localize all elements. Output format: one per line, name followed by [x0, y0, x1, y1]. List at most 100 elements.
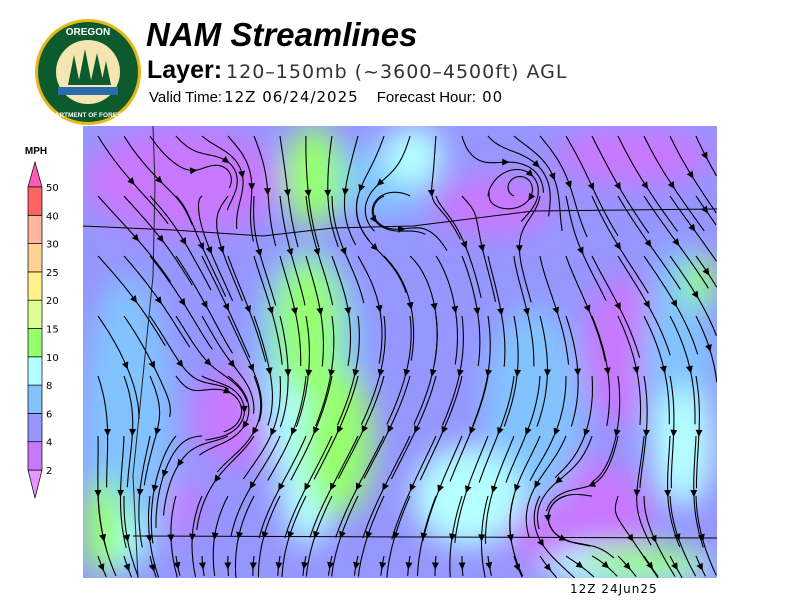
- speed-region: [483, 306, 583, 506]
- streamline-arrow: [224, 562, 232, 570]
- layer-value: 120–150mb (~3600–4500ft) AGL: [226, 61, 568, 83]
- speed-region: [683, 256, 717, 306]
- streamline-arrow: [305, 369, 313, 378]
- streamline-arrow: [544, 369, 551, 377]
- streamline-arrow: [275, 562, 283, 570]
- streamline-arrow: [330, 482, 337, 491]
- streamline-arrow: [623, 562, 631, 570]
- streamline-arrow: [671, 562, 678, 571]
- streamline-arrow: [94, 489, 102, 498]
- streamline-arrow: [205, 246, 213, 255]
- streamline-arrow: [352, 368, 360, 377]
- streamline-arrow: [614, 182, 621, 191]
- state-border: [83, 208, 717, 237]
- streamline-arrow: [151, 484, 159, 493]
- streamline-arrow: [670, 429, 678, 438]
- legend-under-arrow: [27, 469, 43, 499]
- streamline-arrow: [691, 290, 699, 299]
- streamline-arrow: [197, 242, 204, 251]
- streamline-arrow: [123, 534, 130, 543]
- streamline-arrow: [485, 369, 492, 377]
- streamline-arrow: [99, 533, 107, 542]
- streamline-arrow: [304, 482, 311, 491]
- color-legend: MPH 2 4 6 8 10 15 20 25 30 40 50: [25, 146, 59, 499]
- streamline-arrow: [283, 189, 291, 197]
- streamline-arrow: [313, 247, 321, 256]
- streamline-arrow: [148, 563, 156, 572]
- streamline-arrow: [248, 183, 256, 191]
- forecast-hour-label: Forecast Hour:: [376, 89, 476, 106]
- layer-line: Layer: 120–150mb (~3600–4500ft) AGL: [147, 56, 567, 85]
- streamline-arrow: [261, 531, 269, 539]
- streamline-arrow: [304, 189, 312, 198]
- streamline-arrow: [369, 214, 377, 223]
- streamline-arrow: [339, 530, 346, 539]
- logo-text-top: OREGON: [66, 27, 110, 38]
- streamline-arrow: [460, 240, 468, 249]
- streamline-arrow: [565, 180, 572, 189]
- odf-logo: OREGON DEPARTMENT OF FORESTRY: [35, 19, 141, 125]
- streamline-arrow: [179, 237, 187, 246]
- speed-region: [383, 126, 443, 186]
- streamline-arrow: [121, 361, 129, 370]
- streamline-arrow: [601, 561, 610, 569]
- streamline-arrow: [167, 534, 175, 542]
- streamline-arrow: [686, 170, 694, 179]
- streamline-arrow: [286, 248, 294, 257]
- speed-region: [413, 446, 523, 546]
- streamline-arrow: [641, 181, 649, 190]
- streamline-arrow: [145, 534, 153, 543]
- streamline-arrow: [156, 234, 164, 243]
- streamline-arrow: [249, 481, 257, 490]
- streamline-arrow: [370, 242, 378, 251]
- streamline-arrow: [478, 534, 486, 542]
- streamline-arrow: [431, 562, 439, 570]
- streamline-arrow: [328, 369, 336, 377]
- streamline-arrow: [626, 533, 634, 542]
- streamline-arrow: [449, 533, 457, 542]
- streamline-arrow: [613, 429, 621, 437]
- legend-tick-label: 30: [46, 240, 59, 251]
- streamline-arrow: [375, 304, 383, 313]
- streamline-arrow: [456, 369, 464, 377]
- streamline-arrow: [603, 367, 611, 375]
- streamline-arrow: [437, 484, 444, 493]
- streamline-arrow: [336, 425, 344, 434]
- streamline-arrow: [702, 267, 710, 276]
- streamline-arrow: [458, 562, 466, 570]
- legend-tick-label: 10: [46, 353, 59, 364]
- streamline-arrow: [701, 205, 709, 214]
- streamline-arrow: [575, 561, 584, 569]
- footer-timestamp: 12Z 24Jun25: [570, 582, 658, 596]
- legend-swatch: [27, 271, 43, 301]
- streamline-arrow: [284, 369, 292, 377]
- legend-over-arrow: [27, 160, 43, 188]
- streamline-arrow: [464, 485, 472, 494]
- streamline-arrow: [614, 241, 621, 250]
- streamline-arrow: [236, 531, 244, 540]
- streamline-arrow: [705, 343, 712, 352]
- streamline-arrow: [451, 305, 459, 314]
- streamline-arrow: [473, 307, 481, 316]
- legend-swatch: [27, 328, 43, 358]
- streamline-arrow: [696, 562, 703, 571]
- streamline-arrow: [697, 533, 705, 542]
- valid-time-value: 12Z 06/24/2025: [224, 88, 359, 106]
- streamline-arrow: [587, 182, 595, 191]
- streamline-arrow: [154, 296, 162, 305]
- streamline-arrow: [188, 533, 196, 541]
- streamline-arrow: [178, 298, 186, 306]
- streamline-arrow: [577, 246, 584, 255]
- legend-unit: MPH: [25, 146, 47, 157]
- legend-swatch: [27, 214, 43, 244]
- legend-tick-label: 50: [46, 183, 59, 194]
- streamline-arrow: [690, 489, 698, 498]
- streamline-arrow: [377, 368, 385, 377]
- legend-swatch: [27, 413, 43, 443]
- streamline-arrow: [327, 561, 334, 570]
- streamline-arrow: [644, 239, 652, 248]
- streamline-arrow: [136, 488, 144, 497]
- streamline-arrow: [353, 561, 360, 570]
- streamline-arrow: [650, 534, 657, 543]
- streamline-arrow: [355, 482, 363, 491]
